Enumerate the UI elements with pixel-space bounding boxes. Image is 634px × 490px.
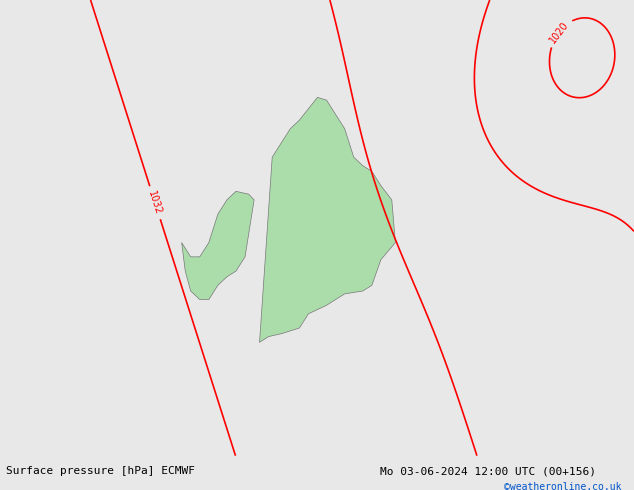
Text: 1020: 1020 [548,19,571,45]
Text: Surface pressure [hPa] ECMWF: Surface pressure [hPa] ECMWF [6,466,195,476]
Text: 1032: 1032 [146,190,164,216]
Text: ©weatheronline.co.uk: ©weatheronline.co.uk [504,482,621,490]
Text: Mo 03-06-2024 12:00 UTC (00+156): Mo 03-06-2024 12:00 UTC (00+156) [380,466,597,476]
